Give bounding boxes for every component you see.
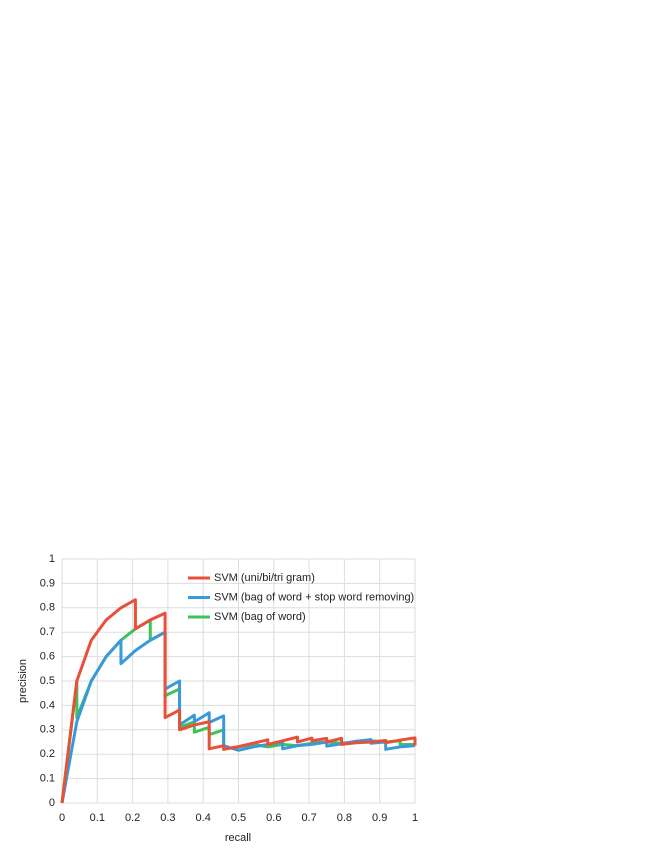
legend-label: SVM (bag of word + stop word removing) — [214, 591, 414, 603]
x-tick-label: 1 — [412, 812, 418, 824]
y-tick-label: 0.5 — [40, 675, 55, 687]
y-tick-label: 0.8 — [40, 602, 55, 614]
x-tick-label: 0.3 — [160, 812, 175, 824]
y-tick-label: 0.9 — [40, 577, 55, 589]
y-tick-label: 0.1 — [40, 773, 55, 785]
x-tick-label: 0.6 — [266, 812, 281, 824]
y-tick-label: 0.6 — [40, 651, 55, 663]
y-tick-label: 1 — [49, 553, 55, 565]
x-tick-label: 0 — [59, 812, 65, 824]
y-tick-label: 0.3 — [40, 724, 55, 736]
x-tick-label: 0.2 — [125, 812, 140, 824]
x-tick-label: 0.8 — [337, 812, 352, 824]
legend-label: SVM (bag of word) — [214, 611, 306, 623]
x-tick-label: 0.1 — [90, 812, 105, 824]
y-tick-label: 0.2 — [40, 748, 55, 760]
x-tick-label: 0.4 — [196, 812, 211, 824]
y-tick-label: 0.7 — [40, 626, 55, 638]
y-tick-label: 0.4 — [40, 699, 55, 711]
y-tick-label: 0 — [49, 797, 55, 809]
line — [60, 598, 417, 804]
y-axis-label: precision — [17, 659, 29, 703]
x-tick-label: 0.7 — [301, 812, 316, 824]
x-axis-label: recall — [225, 832, 251, 844]
x-tick-label: 0.9 — [372, 812, 387, 824]
x-tick-label: 0.5 — [231, 812, 246, 824]
legend-label: SVM (uni/bi/tri gram) — [214, 572, 315, 584]
